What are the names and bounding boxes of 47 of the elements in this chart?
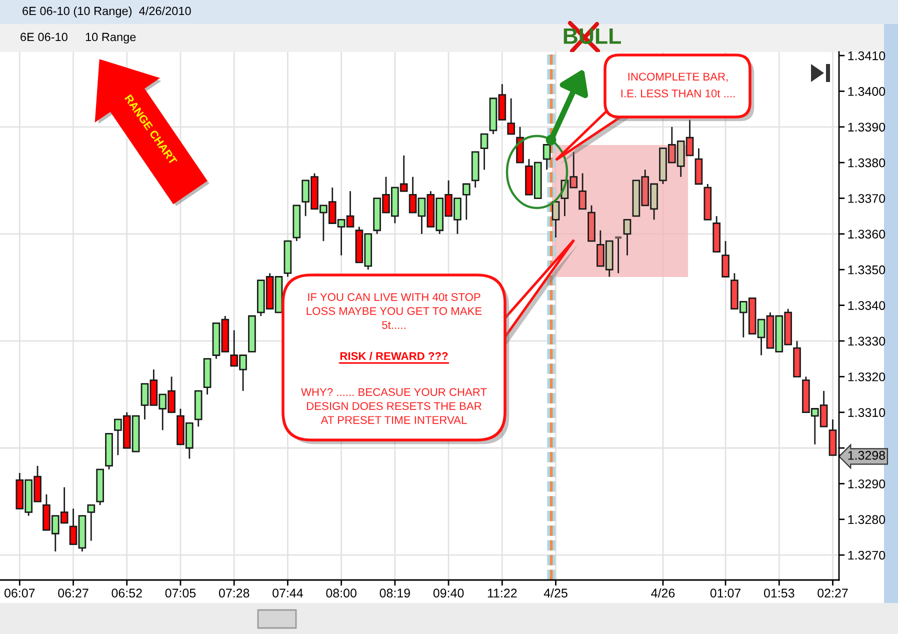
text: 10 Range <box>86 32 136 44</box>
y-tick-label: 1.3380 <box>848 158 886 168</box>
x-tick-label: 02:27 <box>818 588 848 598</box>
text: 6E 06-10 <box>20 32 68 42</box>
x-tick-label: 4/25 <box>544 588 568 598</box>
annotation: WHY? ...... BECASUE YOUR CHART DESIGN DOES RESETS THE BAR AT PRESET TIME INTERVAL <box>301 388 487 424</box>
x-tick-label: 06:52 <box>112 588 142 598</box>
y-tick-label: 1.3310 <box>848 408 886 417</box>
x-tick-label: 07:05 <box>165 588 196 598</box>
y-tick-label: 1.3280 <box>848 515 886 524</box>
x-tick-label: 06:07 <box>4 588 35 598</box>
candlestick <box>623 218 632 256</box>
x-tick-label: 01:07 <box>710 588 741 598</box>
candlestick <box>578 172 586 210</box>
y-tick-label: 1.3270 <box>848 550 886 560</box>
candlestick <box>722 240 730 278</box>
x-tick-label: 08:19 <box>380 588 410 598</box>
x-tick-label: 07:44 <box>272 588 303 598</box>
y-tick-label: 1.3340 <box>848 301 886 310</box>
candlestick <box>542 144 551 170</box>
chart-title: 6E 06-10 (10 Range) 4/26/2010 <box>22 6 191 18</box>
y-tick-label: 1.3320 <box>848 372 886 382</box>
y-tick-label: 1.3350 <box>848 265 886 274</box>
x-tick-label: 4/26 <box>651 588 675 598</box>
y-tick-label: 1.3290 <box>848 479 886 488</box>
candlestick <box>614 236 623 274</box>
x-tick-label: 01:53 <box>764 588 794 598</box>
y-tick-label: 1.3410 <box>848 51 886 60</box>
x-tick-label: 08:00 <box>326 588 356 598</box>
candlestick <box>507 98 515 135</box>
y-tick-label: 1.3330 <box>848 336 886 346</box>
y-tick-label: 1.3390 <box>848 122 886 132</box>
annotation: INCOMPLETE BAR, I.E. LESS THAN 10t .... <box>621 72 735 98</box>
x-tick-label: 11:22 <box>488 588 517 598</box>
annotation: RISK / REWARD ??? <box>340 352 448 360</box>
annotation: IF YOU CAN LIVE WITH 40t STOP LOSS MAYBE YOU GET TO MAKE 5t..... <box>306 293 482 329</box>
candlestick <box>87 504 96 542</box>
y-tick-label: 1.3370 <box>848 194 886 203</box>
candlestick <box>552 201 560 238</box>
x-tick-label: 07:28 <box>218 588 250 598</box>
x-tick-label: 06:27 <box>58 588 88 598</box>
y-tick-label: 1.3298 <box>848 450 886 460</box>
candlestick <box>480 133 488 170</box>
y-tick-label: 1.3360 <box>848 230 886 239</box>
x-tick-label: 09:40 <box>433 588 464 598</box>
candlestick <box>462 183 470 220</box>
y-tick-label: 1.3400 <box>848 87 886 96</box>
